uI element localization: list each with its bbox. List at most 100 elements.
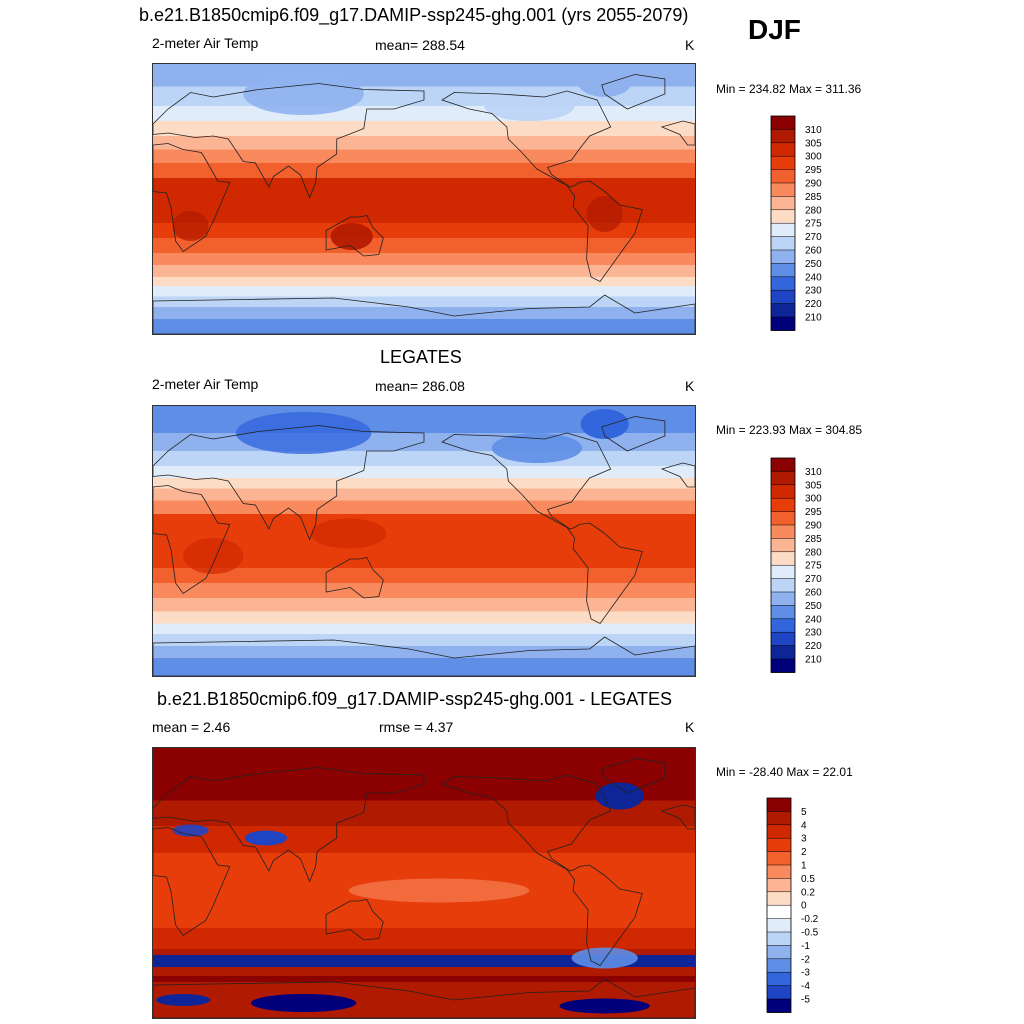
colorbar-swatch <box>767 891 791 906</box>
panel-1-title: b.e21.B1850cmip6.f09_g17.DAMIP-ssp245-gh… <box>139 5 689 25</box>
colorbar-tick-label: 290 <box>805 179 822 190</box>
panel-1-units-label: K <box>685 37 695 53</box>
colorbar-tick-label: 280 <box>805 547 822 558</box>
colorbar-swatch <box>771 196 795 211</box>
colorbar-tick-label: 250 <box>805 259 822 270</box>
colorbar-swatch <box>767 999 791 1013</box>
colorbar-tick-label: 240 <box>805 272 822 283</box>
colorbar-swatch <box>767 865 791 879</box>
colorbar-tick-label: 230 <box>805 286 822 297</box>
colorbar-swatch <box>767 945 791 960</box>
colorbar-tick-label: 5 <box>801 807 807 818</box>
colorbar-swatch <box>767 905 791 919</box>
colorbar-tick-label: 3 <box>801 834 807 845</box>
colorbar-swatch <box>767 824 791 839</box>
colorbar-tick-label: 300 <box>805 494 822 505</box>
colorbar-tick-label: -0.5 <box>801 928 819 939</box>
panel-3-min-max: Min = -28.40 Max = 22.01 <box>716 765 853 779</box>
panel-1-mean-label: mean= 288.54 <box>375 37 465 53</box>
colorbar-tick-label: 220 <box>805 299 822 310</box>
colorbar-tick-label: 285 <box>805 192 822 203</box>
colorbar-swatch <box>771 498 795 512</box>
colorbar-swatch <box>771 471 795 486</box>
colorbar-swatch <box>771 142 795 157</box>
panel-3-mean-label: mean = 2.46 <box>152 719 231 735</box>
legates-temperature-map <box>152 405 696 677</box>
colorbar-tick-label: 250 <box>805 601 822 612</box>
colorbar-swatch <box>771 317 795 331</box>
colorbar-tick-label: 310 <box>805 125 822 136</box>
colorbar-tick-label: 210 <box>805 313 822 324</box>
panel-2-min-max: Min = 223.93 Max = 304.85 <box>716 423 863 437</box>
colorbar-tick-label: 2 <box>801 847 807 858</box>
panel-3-title: b.e21.B1850cmip6.f09_g17.DAMIP-ssp245-gh… <box>157 689 672 709</box>
colorbar-tick-label: 280 <box>805 205 822 216</box>
colorbar-swatch <box>767 972 791 986</box>
colorbar-swatch <box>771 169 795 184</box>
colorbar-tick-label: 305 <box>805 480 822 491</box>
colorbar-swatch <box>771 605 795 620</box>
colorbar-swatch <box>771 263 795 278</box>
colorbar-swatch <box>767 878 791 893</box>
panel-3-units-label: K <box>685 719 695 735</box>
colorbar-swatch <box>767 932 791 946</box>
colorbar-swatch <box>771 592 795 606</box>
panel-2-title: LEGATES <box>380 347 462 367</box>
colorbar-tick-label: -5 <box>801 995 810 1006</box>
colorbar-swatch <box>767 918 791 933</box>
colorbar-tick-label: 1 <box>801 861 807 872</box>
colorbar-swatch <box>771 659 795 673</box>
colorbar-tick-label: 0.5 <box>801 874 815 885</box>
colorbar-tick-label: 230 <box>805 628 822 639</box>
colorbar-tick-label: -4 <box>801 981 810 992</box>
colorbar-tick-label: 220 <box>805 641 822 652</box>
colorbar-swatch <box>771 129 795 144</box>
season-label: DJF <box>748 14 801 45</box>
panel-3-colorbar: 5 4 3 2 1 0.5 0.2 0 -0.2 -0.5 -1 -2 -3 -4 -5 <box>766 797 837 1015</box>
panel-1-colorbar: 310 305 300 295 290 285 280 275 270 260 250 240 230 2… <box>770 115 841 333</box>
colorbar-swatch <box>767 811 791 826</box>
colorbar-tick-label: 295 <box>805 507 822 518</box>
colorbar-swatch <box>771 484 795 499</box>
colorbar-tick-label: 240 <box>805 614 822 625</box>
colorbar-tick-label: 0.2 <box>801 887 815 898</box>
colorbar-swatch <box>767 798 791 812</box>
colorbar-swatch <box>771 565 795 579</box>
colorbar-tick-label: 290 <box>805 521 822 532</box>
panel-2-colorbar: 310 305 300 295 290 285 280 275 270 260 250 240 230 2… <box>770 457 841 675</box>
colorbar-tick-label: 285 <box>805 534 822 545</box>
colorbar-swatch <box>771 209 795 224</box>
panel-2-variable-label: 2-meter Air Temp <box>152 376 259 392</box>
colorbar-swatch <box>771 156 795 170</box>
colorbar-swatch <box>771 618 795 633</box>
colorbar-swatch <box>771 538 795 553</box>
colorbar-swatch <box>767 958 791 973</box>
colorbar-tick-label: 270 <box>805 232 822 243</box>
colorbar-swatch <box>771 525 795 539</box>
colorbar-swatch <box>771 551 795 566</box>
colorbar-tick-label: 275 <box>805 561 822 572</box>
colorbar-swatch <box>771 578 795 593</box>
colorbar-swatch <box>767 838 791 852</box>
colorbar-swatch <box>771 511 795 526</box>
colorbar-tick-label: 300 <box>805 152 822 163</box>
colorbar-tick-label: 0 <box>801 901 807 912</box>
colorbar-tick-label: 270 <box>805 574 822 585</box>
colorbar-tick-label: -0.2 <box>801 914 819 925</box>
colorbar-swatch <box>771 290 795 304</box>
colorbar-tick-label: -2 <box>801 954 810 965</box>
colorbar-swatch <box>771 632 795 646</box>
colorbar-swatch <box>771 183 795 197</box>
colorbar-swatch <box>771 303 795 318</box>
colorbar-tick-label: 260 <box>805 246 822 257</box>
panel-1-variable-label: 2-meter Air Temp <box>152 35 259 51</box>
colorbar-swatch <box>771 645 795 660</box>
panel-1-min-max: Min = 234.82 Max = 311.36 <box>716 82 862 96</box>
panel-2-mean-label: mean= 286.08 <box>375 378 465 394</box>
colorbar-swatch <box>767 985 791 1000</box>
colorbar-tick-label: 260 <box>805 588 822 599</box>
difference-map <box>152 747 696 1019</box>
colorbar-swatch <box>771 250 795 264</box>
colorbar-swatch <box>771 236 795 251</box>
colorbar-swatch <box>771 223 795 237</box>
